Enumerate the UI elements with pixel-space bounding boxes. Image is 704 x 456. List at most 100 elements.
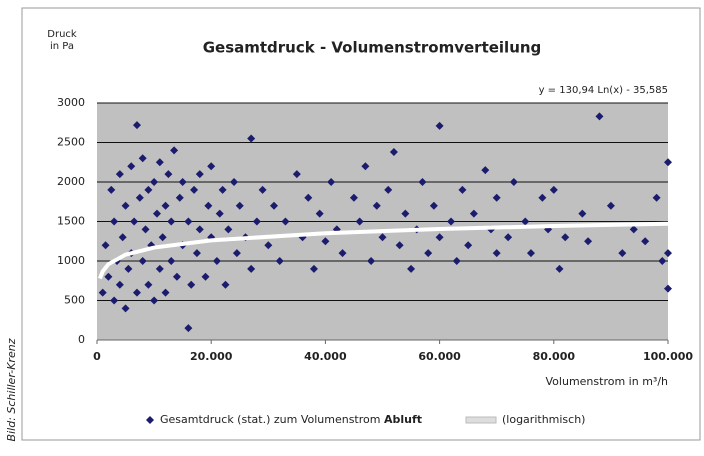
scatter-point [304, 193, 313, 202]
y-tick-label: 1500 [57, 215, 85, 228]
legend-line [465, 416, 497, 424]
scatter-point [184, 324, 193, 333]
x-axis-label: Volumenstrom in m³/h [546, 375, 669, 388]
legend-label-part: Gesamtdruck (stat.) zum Volumenstrom [160, 413, 380, 426]
y-tick-label: 1000 [57, 254, 85, 267]
scatter-point [170, 146, 179, 155]
scatter-point [167, 257, 176, 265]
scatter-point [652, 193, 661, 202]
scatter-point [141, 225, 150, 234]
scatter-point [161, 201, 170, 210]
scatter-point [221, 280, 230, 289]
legend-marker [146, 416, 154, 424]
scatter-point [155, 158, 164, 167]
scatter-point [247, 264, 256, 273]
scatter-point [184, 217, 193, 226]
scatter-point [361, 162, 370, 171]
scatter-point [492, 193, 501, 202]
scatter-point [424, 249, 433, 258]
x-tick-label: 60.000 [418, 350, 461, 363]
y-tick-label: 2000 [57, 175, 85, 188]
scatter-point [252, 217, 261, 226]
scatter-point [401, 209, 410, 218]
scatter-point [509, 178, 518, 186]
y-tick-label: 500 [64, 294, 85, 307]
scatter-point [172, 272, 181, 281]
scatter-point [207, 162, 216, 171]
scatter-point [275, 257, 284, 265]
scatter-point [452, 257, 461, 265]
scatter-point [187, 280, 196, 289]
scatter-point [561, 233, 570, 242]
scatter-point [124, 264, 133, 273]
scatter-point [349, 193, 358, 202]
scatter-point [164, 170, 173, 179]
scatter-point [138, 257, 147, 265]
scatter-point [144, 280, 153, 289]
scatter-point [664, 284, 672, 293]
scatter-point [629, 225, 638, 234]
chart-title: Gesamtdruck - Volumenstromverteilung [203, 39, 542, 57]
scatter-point [327, 178, 336, 186]
scatter-point [281, 217, 290, 226]
scatter-point [664, 158, 672, 167]
scatter-point [115, 280, 124, 289]
legend-label: (logarithmisch) [502, 413, 585, 426]
scatter-point [192, 249, 201, 258]
scatter-point [121, 304, 130, 313]
scatter-point [618, 249, 627, 258]
scatter-point [132, 121, 141, 130]
scatter-point [664, 249, 672, 258]
scatter-point [384, 185, 393, 194]
scatter-point [658, 257, 667, 265]
trend-line [97, 221, 669, 280]
scatter-point [230, 178, 239, 186]
x-tick-label: 40.000 [304, 350, 347, 363]
scatter-point [175, 193, 184, 202]
scatter-point [195, 225, 204, 234]
y-tick-label: 3000 [57, 96, 85, 109]
scatter-point [578, 209, 587, 218]
scatter-point [584, 237, 593, 246]
scatter-point [606, 201, 615, 210]
scatter-point [395, 241, 404, 250]
scatter-point [521, 217, 530, 226]
scatter-point [195, 170, 204, 179]
y-axis-label: in Pa [50, 41, 74, 52]
scatter-point [447, 217, 456, 226]
scatter-point [121, 201, 130, 210]
scatter-point [549, 185, 558, 194]
scatter-point [132, 288, 141, 297]
scatter-point [378, 233, 387, 242]
scatter-point [138, 154, 147, 163]
scatter-point [218, 185, 227, 194]
scatter-point [178, 178, 187, 186]
scatter-point [504, 233, 513, 242]
scatter-point [389, 147, 398, 156]
scatter-point [641, 237, 650, 246]
scatter-point [338, 249, 347, 258]
scatter-point [367, 257, 376, 265]
scatter-point [538, 193, 547, 202]
scatter-point [107, 185, 116, 194]
scatter-point [150, 178, 159, 186]
scatter-point [458, 185, 467, 194]
scatter-point [321, 237, 330, 246]
scatter-point [135, 193, 144, 202]
x-tick-label: 0 [93, 350, 101, 363]
scatter-point [204, 201, 213, 210]
scatter-point [144, 185, 153, 194]
scatter-point [270, 201, 279, 210]
scatter-point [161, 288, 170, 297]
credit: Bild: Schiller-Krenz [5, 338, 18, 441]
x-tick-label: 100.000 [643, 350, 693, 363]
scatter-point [150, 296, 159, 305]
scatter-point [224, 225, 233, 234]
y-tick-label: 0 [78, 333, 85, 346]
scatter-point [130, 217, 139, 226]
scatter-point [469, 209, 478, 218]
scatter-point [435, 121, 444, 130]
scatter-point [158, 233, 167, 242]
scatter-point [212, 257, 221, 265]
